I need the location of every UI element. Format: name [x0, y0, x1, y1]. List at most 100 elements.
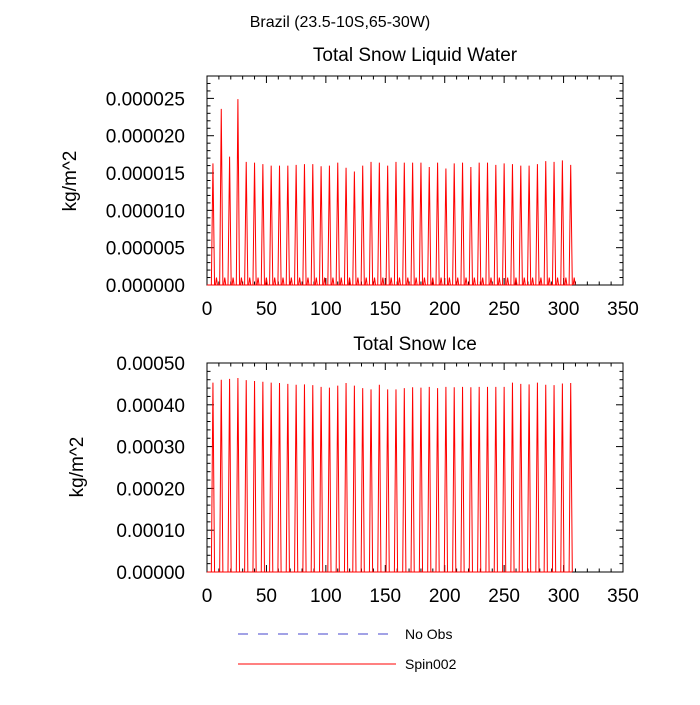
spike-mark: [493, 386, 498, 573]
small-spike-mark: [364, 277, 368, 286]
y-axis-label-snow-ice: kg/m^2: [67, 437, 88, 498]
spike-mark: [244, 380, 249, 573]
small-spike-mark: [531, 277, 535, 286]
small-spike-mark: [339, 277, 343, 286]
legend-label-spin002: Spin002: [405, 656, 457, 672]
small-spike-mark: [356, 277, 360, 286]
y-tick-label: 0.00040: [116, 396, 185, 417]
spike-mark: [352, 385, 357, 573]
small-spike-mark: [431, 277, 435, 286]
small-spike-mark: [273, 277, 277, 286]
y-tick-label: 0.00030: [116, 438, 185, 459]
spike-mark: [227, 156, 232, 286]
small-spike-mark: [373, 277, 377, 286]
spike-mark: [252, 162, 257, 286]
chart-title-snow-liquid-water: Total Snow Liquid Water: [313, 45, 518, 66]
spike-mark: [493, 164, 498, 286]
small-spike-mark: [447, 277, 451, 286]
spike-mark: [443, 168, 449, 286]
small-spike-mark: [414, 277, 418, 286]
small-spike-mark: [514, 277, 518, 286]
spike-mark: [269, 165, 274, 286]
spike-mark: [502, 163, 507, 286]
spike-mark: [235, 378, 241, 573]
spike-mark: [269, 382, 274, 573]
spike-mark: [477, 386, 482, 573]
spike-mark: [560, 160, 565, 286]
x-tick-label: 250: [488, 299, 520, 320]
spike-mark: [402, 388, 407, 573]
y-axis-label-snow-liquid-water: kg/m^2: [60, 151, 81, 212]
y-tick-label: 0.000015: [106, 164, 185, 185]
small-spike-mark: [439, 277, 443, 286]
small-spike-mark: [348, 277, 352, 286]
small-spike-mark: [489, 277, 493, 286]
small-spike-mark: [231, 277, 235, 286]
spike-mark: [377, 384, 382, 573]
spike-mark: [535, 382, 540, 573]
spike-mark: [477, 162, 482, 286]
x-axis-ticks-snow-liquid-water: 0 50 100 150 200 250 300 350: [202, 76, 639, 320]
x-tick-label: 100: [310, 299, 342, 320]
small-spike-mark: [214, 277, 218, 286]
small-spike-mark: [506, 277, 510, 286]
spike-mark: [252, 380, 257, 573]
y-tick-label: 0.000010: [106, 201, 185, 222]
series-group-snow-liquid-water: [207, 99, 576, 286]
spike-mark: [518, 165, 523, 286]
small-spike-mark: [256, 277, 260, 286]
small-spike-mark: [223, 277, 227, 286]
y-tick-label: 0.00050: [116, 354, 185, 375]
small-spike-mark: [397, 277, 401, 286]
y-tick-label: 0.000025: [106, 89, 185, 110]
small-spike-mark: [289, 277, 293, 286]
x-tick-label: 100: [310, 586, 342, 607]
y-axis-ticks-snow-liquid-water: 0.000000 0.000005 0.000010 0.000015 0.000020…: [106, 75, 623, 297]
x-tick-label: 200: [429, 586, 461, 607]
spike-mark: [227, 378, 232, 573]
y-tick-label: 0.000005: [106, 239, 185, 260]
chart-panel-snow-ice: Total Snow Ice kg/m^2 0 50 100 150 200 250 300…: [67, 334, 639, 607]
spike-mark: [385, 389, 390, 573]
small-spike-mark: [472, 277, 476, 286]
series-group-snow-ice: [207, 378, 573, 573]
small-spike-mark: [456, 277, 460, 286]
legend-label-no-obs: No Obs: [405, 626, 452, 642]
x-tick-label: 150: [369, 299, 401, 320]
spike-mark: [260, 381, 265, 573]
spike-mark: [543, 384, 548, 573]
spike-mark: [302, 384, 307, 573]
spike-mark: [460, 386, 465, 573]
y-tick-label: 0.000000: [106, 276, 185, 297]
spike-mark: [485, 386, 490, 573]
spike-mark: [310, 385, 315, 573]
spike-mark: [527, 384, 532, 573]
spike-mark: [352, 171, 357, 286]
small-spike-mark: [331, 277, 335, 286]
chart-title-snow-ice: Total Snow Ice: [353, 334, 477, 355]
small-spike-mark: [497, 277, 501, 286]
small-spike-mark: [547, 277, 551, 286]
spike-mark: [210, 163, 216, 286]
small-spike-mark: [323, 277, 327, 286]
small-spike-mark: [239, 277, 243, 286]
x-tick-label: 0: [202, 586, 213, 607]
spike-mark: [210, 382, 216, 573]
x-tick-label: 50: [256, 586, 277, 607]
spike-mark: [302, 164, 307, 286]
small-spike-mark: [572, 277, 576, 286]
spike-mark: [427, 386, 432, 573]
x-tick-label: 0: [202, 299, 213, 320]
small-spike-mark: [464, 277, 468, 286]
small-spike-mark: [481, 277, 485, 286]
spike-mark: [527, 165, 532, 286]
plot-area-snow-liquid-water: [206, 75, 624, 286]
spike-mark: [568, 383, 573, 573]
spike-mark: [568, 164, 573, 286]
spike-mark: [402, 162, 407, 286]
page-title: Brazil (23.5-10S,65-30W): [250, 14, 431, 31]
spike-mark: [518, 383, 523, 573]
spike-mark: [285, 383, 290, 573]
y-tick-label: 0.00010: [116, 521, 185, 542]
